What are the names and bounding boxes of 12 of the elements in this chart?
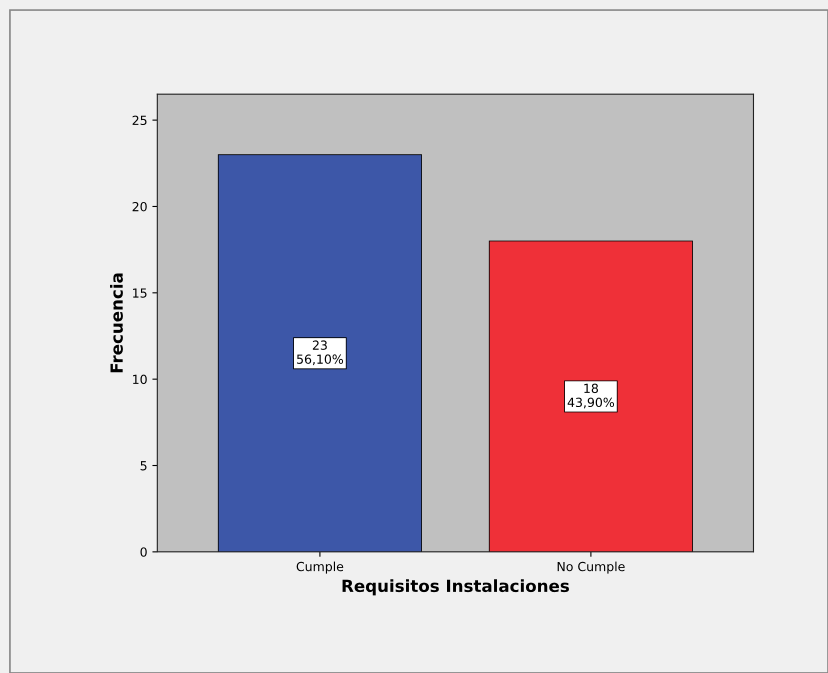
x-axis-title: Requisitos Instalaciones — [342, 579, 569, 596]
y-tick-label: 5 — [140, 461, 147, 470]
x-tick-label: No Cumple — [558, 562, 625, 574]
y-tick-label: 0 — [140, 547, 147, 557]
y-tick-label: 10 — [133, 374, 147, 384]
data-label: 18 43,90% — [568, 384, 614, 408]
y-tick-label: 20 — [132, 202, 147, 212]
y-axis-title: Frecuencia — [110, 274, 123, 372]
data-label: 23 56,10% — [297, 340, 344, 366]
y-tick-label: 15 — [133, 288, 147, 298]
y-tick-label: 25 — [132, 116, 147, 126]
x-tick-label: Cumple — [296, 562, 344, 574]
